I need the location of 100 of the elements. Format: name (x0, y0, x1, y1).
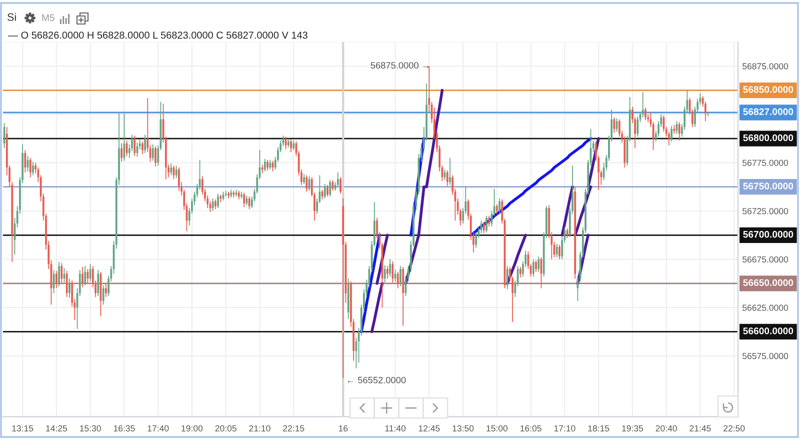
candlestick (269, 160, 272, 170)
x-tick-label: 17:40 (148, 425, 169, 432)
candlestick (58, 262, 60, 286)
candlestick (303, 174, 305, 184)
candlestick (68, 278, 70, 298)
candlestick (535, 260, 537, 272)
x-tick-label: 16:35 (114, 425, 135, 432)
candlestick (224, 190, 227, 197)
x-tick-label: 13:15 (12, 425, 34, 432)
candlestick (55, 270, 58, 288)
candlestick (243, 192, 246, 208)
candlestick (102, 285, 104, 305)
candlestick (238, 190, 240, 200)
candlestick (287, 138, 290, 148)
candlestick (400, 266, 402, 286)
x-tick-label: 11:40 (385, 425, 406, 432)
y-tick-label: 56625.0000 (742, 304, 788, 311)
ref-line-label: 56827.0000 (743, 108, 794, 116)
candlestick (97, 270, 100, 296)
candlestick (396, 272, 399, 288)
ref-line-label: 56750.0000 (743, 182, 794, 190)
x-tick-label: 17:10 (554, 425, 576, 432)
annotation: ← 56552.0000 (348, 376, 406, 384)
x-tick-label: 15:30 (80, 425, 101, 432)
candlestick (496, 204, 498, 214)
candlestick (678, 122, 680, 141)
y-tick-label: 56725.0000 (742, 208, 788, 214)
x-tick-label: 14:25 (46, 425, 68, 432)
candlestick (486, 216, 488, 232)
x-tick-label: 21:10 (249, 425, 270, 432)
candlestick (384, 265, 386, 282)
candlestick (29, 158, 32, 178)
candlestick (264, 158, 266, 172)
candlestick (326, 184, 328, 197)
candlestick (329, 180, 332, 197)
candlestick (306, 175, 308, 192)
candlestick (152, 144, 154, 161)
candlestick (386, 266, 388, 279)
candlestick (574, 186, 576, 279)
candlestick (230, 190, 232, 198)
annotation: 56875.0000 → (370, 62, 429, 69)
candlestick (558, 244, 560, 260)
x-tick-label: 19:00 (182, 425, 203, 432)
candlestick (240, 192, 242, 198)
candlestick (232, 190, 235, 198)
candlestick (538, 256, 540, 272)
candlestick (498, 198, 500, 213)
ref-line-label: 56850.0000 (743, 86, 794, 93)
candlestick (392, 261, 394, 282)
ref-line-label: 56650.0000 (743, 279, 794, 286)
candlestick (670, 126, 672, 142)
candlestick (673, 125, 676, 134)
x-tick-label: 22:50 (724, 425, 745, 432)
x-tick-label: 18:15 (588, 425, 610, 432)
candlestick (347, 278, 350, 320)
candlestick (82, 267, 84, 288)
candlestick (340, 177, 342, 194)
candlestick (144, 134, 146, 154)
x-tick-label: 13:50 (452, 425, 474, 432)
candlestick (389, 259, 391, 277)
candlestick (336, 172, 339, 187)
x-tick-label: 19:35 (622, 425, 644, 432)
candlestick (175, 166, 178, 178)
candlestick (84, 266, 86, 286)
x-tick-label: 20:40 (656, 425, 677, 432)
candlestick (707, 112, 709, 116)
candlestick (214, 199, 216, 210)
text: M5 (42, 14, 54, 22)
chart-subtitle: — O 56826.0000 H 56828.0000 L 56823.0000 C 56827.0000 V 143 (8, 32, 308, 39)
candlestick (52, 270, 55, 294)
candlestick (217, 194, 219, 208)
candlestick (506, 266, 508, 290)
candlestick (66, 270, 68, 297)
x-tick-label: 15:00 (486, 425, 508, 432)
candlestick (449, 158, 451, 185)
candlestick (532, 259, 534, 277)
candlestick (89, 264, 92, 282)
ref-line-label: 56600.0000 (743, 328, 794, 334)
candlestick (105, 283, 107, 297)
candlestick (60, 263, 63, 284)
x-tick-label: 16:05 (520, 425, 542, 432)
y-tick-label: 56675.0000 (742, 256, 788, 263)
candlestick (24, 150, 26, 172)
candlestick (32, 162, 34, 176)
candlestick (134, 136, 136, 156)
x-tick-label: 22:15 (283, 425, 304, 432)
candlestick (482, 222, 485, 234)
y-tick-label: 56875.0000 (742, 63, 788, 70)
chart-title: Si (7, 12, 16, 21)
candlestick (142, 141, 144, 154)
ref-line-label: 56800.0000 (743, 134, 794, 142)
candlestick (212, 198, 214, 211)
candlestick (488, 216, 490, 226)
candlestick (556, 244, 558, 258)
candlestick (228, 192, 230, 198)
candlestick (154, 146, 156, 167)
candlestick (519, 267, 522, 278)
candlestick (290, 140, 292, 152)
x-tick-label: 20:05 (215, 425, 236, 432)
x-tick-label: 21:45 (690, 425, 711, 432)
